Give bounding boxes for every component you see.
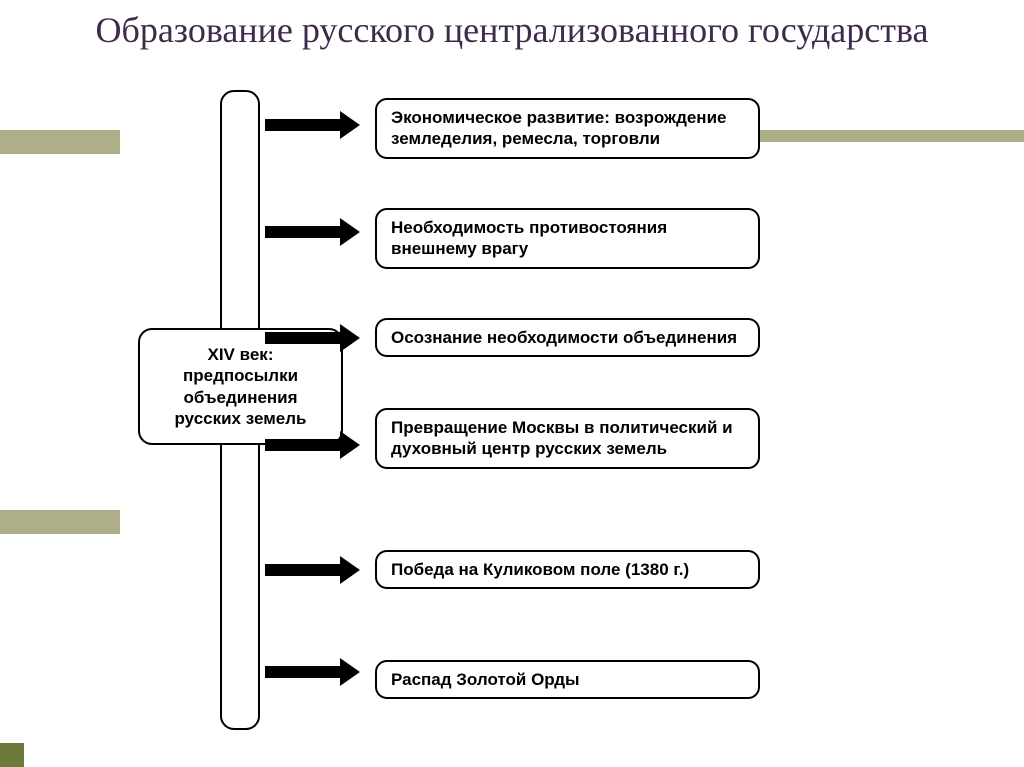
diagram: XIV век: предпосылки объединения русских… xyxy=(120,80,870,750)
source-label: XIV век: предпосылки объединения русских… xyxy=(175,345,307,428)
decor-bar-left-top xyxy=(0,130,120,154)
target-box: Превращение Москвы в политический и духо… xyxy=(375,408,760,469)
target-label: Победа на Куликовом поле (1380 г.) xyxy=(391,560,689,579)
target-box: Экономическое развитие: возрождение земл… xyxy=(375,98,760,159)
corner-accent xyxy=(0,743,24,767)
arrow-icon xyxy=(265,111,360,139)
arrow-icon xyxy=(265,218,360,246)
page-title: Образование русского централизованного г… xyxy=(0,0,1024,50)
arrow-icon xyxy=(265,431,360,459)
decor-bar-left-bottom xyxy=(0,510,120,534)
target-box: Необходимость противостояния внешнему вр… xyxy=(375,208,760,269)
target-label: Экономическое развитие: возрождение земл… xyxy=(391,108,726,148)
target-box: Победа на Куликовом поле (1380 г.) xyxy=(375,550,760,589)
arrow-icon xyxy=(265,658,360,686)
target-label: Необходимость противостояния внешнему вр… xyxy=(391,218,667,258)
arrow-icon xyxy=(265,324,360,352)
target-label: Осознание необходимости объединения xyxy=(391,328,737,347)
target-box: Распад Золотой Орды xyxy=(375,660,760,699)
target-label: Распад Золотой Орды xyxy=(391,670,580,689)
target-box: Осознание необходимости объединения xyxy=(375,318,760,357)
arrow-icon xyxy=(265,556,360,584)
target-label: Превращение Москвы в политический и духо… xyxy=(391,418,733,458)
